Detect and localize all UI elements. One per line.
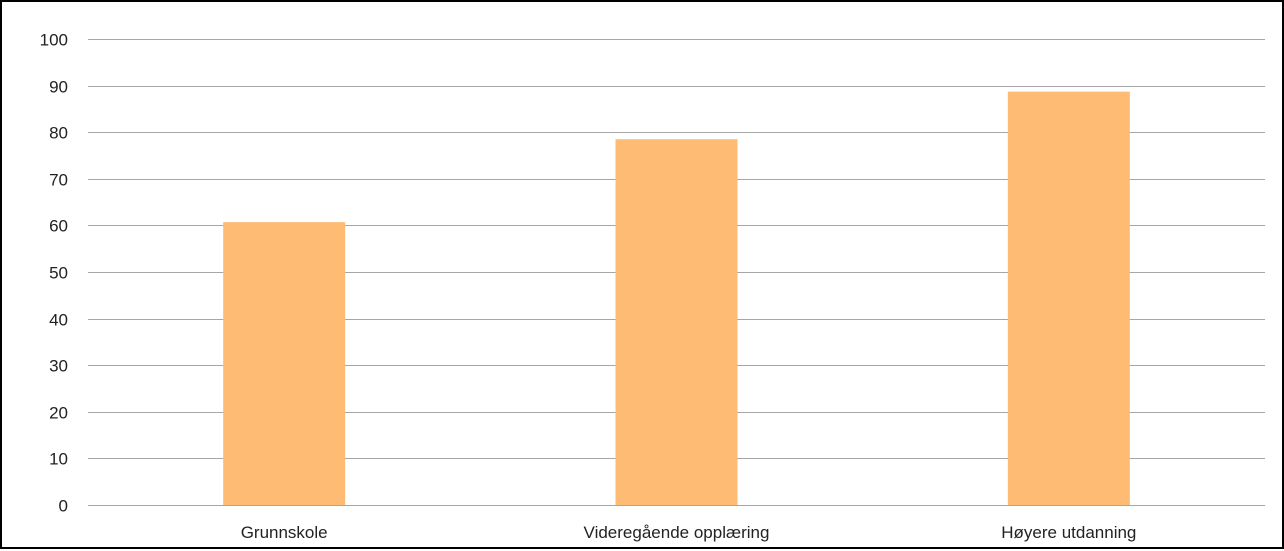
bars	[223, 91, 1130, 506]
y-tick-label: 60	[49, 217, 68, 236]
y-tick-label: 70	[49, 171, 68, 190]
y-tick-label: 80	[49, 124, 68, 143]
y-tick-label: 10	[49, 450, 68, 469]
x-tick-label: Videregående opplæring	[584, 523, 770, 542]
bar	[1007, 91, 1130, 506]
y-tick-label: 90	[49, 78, 68, 97]
y-tick-label: 20	[49, 404, 68, 423]
bar	[223, 222, 346, 505]
x-axis-ticks: Grunnskole Videregående opplæring Høyere u…	[241, 523, 1137, 542]
y-tick-label: 30	[49, 357, 68, 376]
x-tick-label: Høyere utdanning	[1001, 523, 1136, 542]
y-axis-ticks: 0 10 20 30 40 50 60 70 80 90 100	[40, 31, 68, 516]
bar	[615, 139, 738, 505]
y-tick-label: 0	[59, 497, 68, 516]
y-tick-label: 100	[40, 31, 68, 50]
x-tick-label: Grunnskole	[241, 523, 328, 542]
y-tick-label: 40	[49, 311, 68, 330]
y-tick-label: 50	[49, 264, 68, 283]
